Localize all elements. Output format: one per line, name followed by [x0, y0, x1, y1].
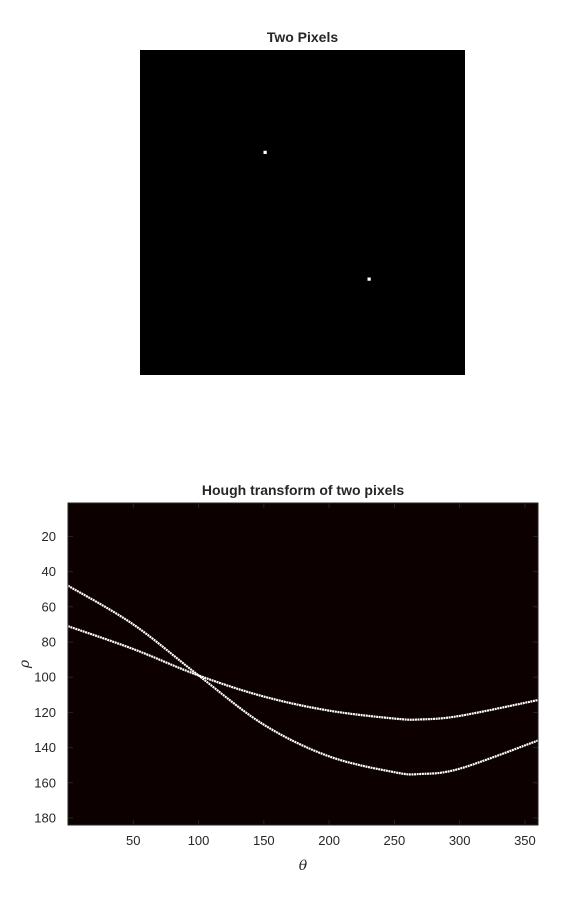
pixel-point: [367, 277, 371, 281]
pixel-point: [263, 150, 267, 154]
two-pixels-background: [140, 50, 465, 375]
x-tick-label: 250: [384, 833, 406, 848]
y-tick-label: 120: [34, 705, 56, 720]
hough-plot-area: [68, 503, 538, 825]
y-tick-label: 60: [42, 599, 56, 614]
y-tick-label: 80: [42, 635, 56, 650]
hough-curve-1: [67, 625, 539, 721]
x-tick-label: 300: [449, 833, 471, 848]
x-tick-label: 350: [514, 833, 536, 848]
x-tick-label: 150: [253, 833, 275, 848]
two-pixels-image: [140, 50, 465, 375]
x-tick-label: 100: [188, 833, 210, 848]
y-tick-label: 100: [34, 670, 56, 685]
y-tick-label: 20: [42, 529, 56, 544]
x-tick-label: 200: [318, 833, 340, 848]
y-tick-label: 180: [34, 810, 56, 825]
y-tick-label: 40: [42, 564, 56, 579]
hough-axes-box: [67, 502, 539, 826]
bottom-chart-title: Hough transform of two pixels: [201, 482, 405, 498]
hough-curves: [67, 584, 539, 776]
top-chart-title: Two Pixels: [266, 29, 339, 45]
pixel-points: [263, 150, 371, 281]
x-axis-ticks: 50 100 150 200 250 300 350: [126, 503, 536, 848]
x-axis-label: θ: [299, 858, 308, 874]
y-axis-label: ρ: [17, 659, 33, 669]
y-tick-label: 140: [34, 740, 56, 755]
hough-curve-2: [67, 584, 539, 776]
hough-chart[interactable]: 50 100 150 200 250 300 350 20 40 60 80 100 120 140 16…: [17, 502, 539, 874]
x-tick-label: 50: [126, 833, 140, 848]
y-tick-label: 160: [34, 775, 56, 790]
y-axis-ticks: 20 40 60 80 100 120 140 160 180: [34, 529, 538, 825]
